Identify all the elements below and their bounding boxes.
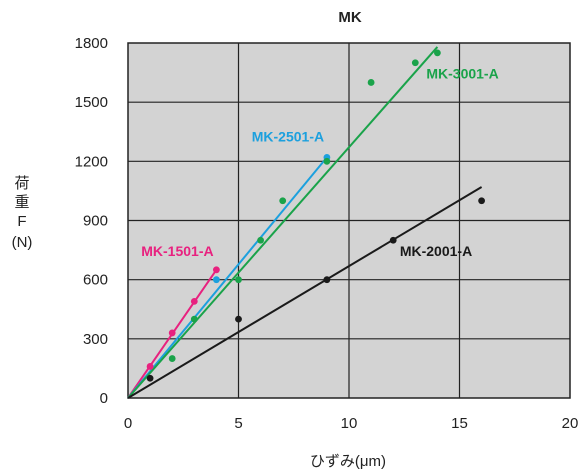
data-point-mk-3001-a (168, 355, 176, 362)
x-tick-label: 5 (234, 415, 242, 432)
data-point-mk-3001-a (434, 49, 441, 57)
data-point-mk-1501-a (213, 266, 220, 274)
data-point-mk-3001-a (323, 157, 331, 165)
y-tick-label: 600 (83, 272, 108, 289)
data-point-mk-2501-a (213, 276, 220, 284)
data-point-mk-2001-a (323, 276, 331, 284)
fit-line-mk-2001-a (127, 186, 483, 399)
data-point-mk-2001-a (146, 374, 154, 382)
data-point-mk-3001-a (279, 197, 287, 205)
y-axis-title-line-2: 重 (14, 194, 29, 211)
data-points (146, 49, 485, 382)
chart-title: MK (338, 9, 361, 26)
x-tick-label: 15 (451, 415, 468, 432)
data-point-mk-1501-a (168, 329, 176, 337)
data-point-mk-1501-a (190, 297, 198, 305)
data-point-mk-3001-a (367, 79, 375, 86)
series-label-mk-2001-a: MK-2001-A (400, 243, 472, 259)
y-axis-title-line-4: (N) (12, 234, 33, 251)
data-point-mk-3001-a (411, 59, 419, 67)
x-tick-label: 20 (562, 415, 579, 432)
y-tick-label: 0 (100, 390, 108, 407)
data-point-mk-3001-a (257, 236, 264, 244)
y-axis-title: 荷 重 F (N) (12, 175, 33, 251)
fit-line-mk-3001-a (127, 46, 439, 399)
y-axis-title-line-1: 荷 (14, 175, 29, 192)
series-label-mk-1501-a: MK-1501-A (141, 243, 213, 259)
y-tick-label: 1200 (75, 153, 108, 170)
y-tick-label: 900 (83, 213, 108, 230)
data-point-mk-2001-a (389, 236, 397, 244)
grid-lines (128, 43, 570, 398)
data-point-mk-2001-a (235, 315, 242, 323)
series-label-mk-2501-a: MK-2501-A (252, 129, 324, 145)
x-axis-title: ひずみ(μm) (310, 453, 386, 470)
tick-labels: 0 300 600 900 1200 1500 1800 0 5 10 15 20 (75, 35, 579, 432)
data-point-mk-3001-a (190, 315, 198, 323)
y-tick-label: 1500 (75, 94, 108, 111)
y-tick-label: 300 (83, 331, 108, 348)
data-point-mk-1501-a (146, 363, 154, 370)
y-tick-label: 1800 (75, 35, 108, 52)
data-point-mk-3001-a (235, 276, 242, 284)
x-tick-label: 10 (341, 415, 358, 432)
y-axis-title-line-3: F (17, 213, 26, 230)
x-tick-label: 0 (124, 415, 132, 432)
data-point-mk-2001-a (478, 197, 485, 205)
fit-line-mk-2501-a (127, 156, 328, 399)
series-labels: MK-1501-A MK-2501-A MK-3001-A MK-2001-A (141, 66, 498, 260)
series-label-mk-3001-a: MK-3001-A (426, 66, 498, 82)
